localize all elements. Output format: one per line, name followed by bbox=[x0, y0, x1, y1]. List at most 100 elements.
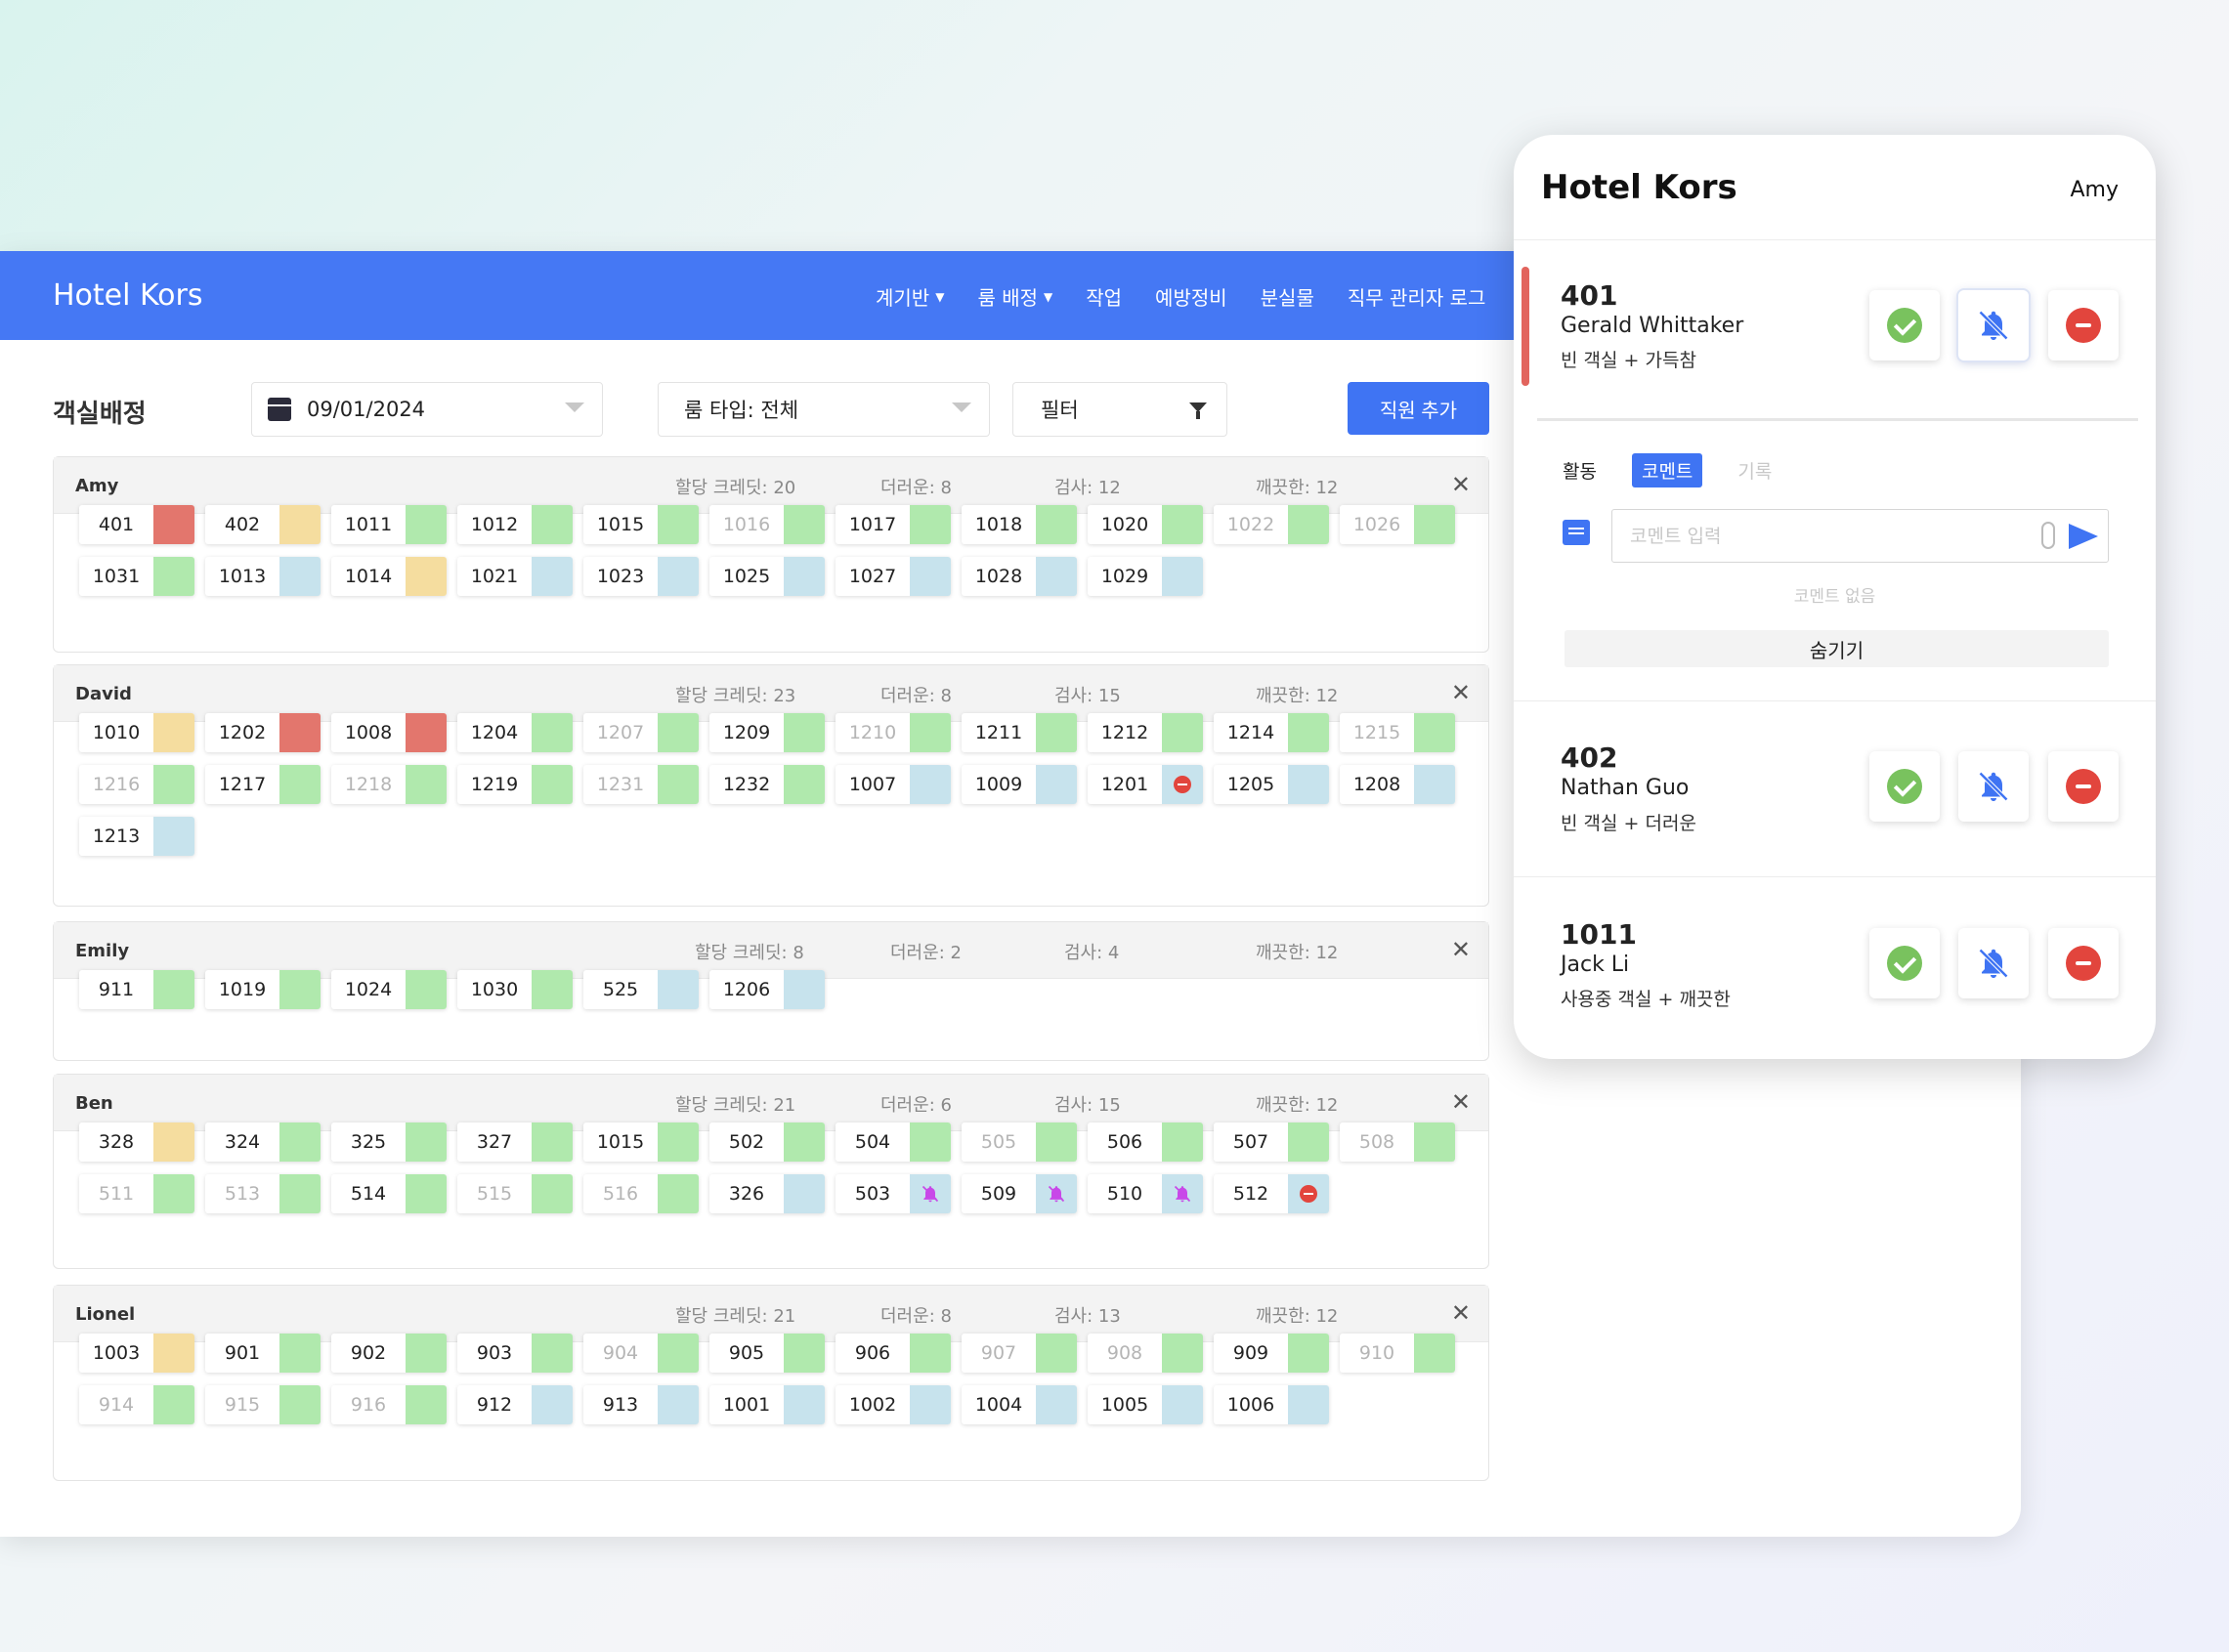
room-chip[interactable]: 1011 bbox=[331, 505, 447, 544]
room-chip[interactable]: 1013 bbox=[205, 557, 321, 596]
date-picker[interactable]: 09/01/2024 bbox=[251, 382, 603, 437]
room-chip[interactable]: 1022 bbox=[1214, 505, 1329, 544]
room-chip[interactable]: 1231 bbox=[583, 765, 699, 804]
add-staff-button[interactable]: 직원 추가 bbox=[1348, 382, 1489, 435]
room-chip[interactable]: 1007 bbox=[836, 765, 951, 804]
room-chip[interactable]: 1020 bbox=[1088, 505, 1203, 544]
brand-logo[interactable]: Hotel Kors bbox=[53, 278, 203, 313]
room-chip[interactable]: 1030 bbox=[457, 970, 573, 1009]
hide-comments-button[interactable]: 숨기기 bbox=[1565, 630, 2109, 667]
room-chip[interactable]: 1208 bbox=[1340, 765, 1455, 804]
room-chip[interactable]: 1004 bbox=[962, 1385, 1077, 1424]
filter-button[interactable]: 필터 bbox=[1012, 382, 1227, 437]
tab-comments[interactable]: 코멘트 bbox=[1631, 453, 1703, 487]
room-chip[interactable]: 914 bbox=[79, 1385, 194, 1424]
room-chip[interactable]: 402 bbox=[205, 505, 321, 544]
room-chip[interactable]: 1025 bbox=[709, 557, 825, 596]
room-chip[interactable]: 1218 bbox=[331, 765, 447, 804]
room-chip[interactable]: 514 bbox=[331, 1174, 447, 1213]
nav-item[interactable]: 예방정비 bbox=[1155, 282, 1227, 311]
room-chip[interactable]: 1216 bbox=[79, 765, 194, 804]
room-chip[interactable]: 513 bbox=[205, 1174, 321, 1213]
room-chip[interactable]: 916 bbox=[331, 1385, 447, 1424]
do-not-disturb-button[interactable] bbox=[2048, 751, 2119, 822]
close-icon[interactable]: ✕ bbox=[1450, 679, 1471, 706]
room-chip[interactable]: 511 bbox=[79, 1174, 194, 1213]
room-chip[interactable]: 1005 bbox=[1088, 1385, 1203, 1424]
room-chip[interactable]: 1001 bbox=[709, 1385, 825, 1424]
do-not-disturb-button[interactable] bbox=[2048, 290, 2119, 360]
room-chip[interactable]: 525 bbox=[583, 970, 699, 1009]
send-icon[interactable] bbox=[2069, 524, 2098, 549]
do-not-disturb-button[interactable] bbox=[2048, 928, 2119, 998]
room-chip[interactable]: 902 bbox=[331, 1334, 447, 1373]
room-chip[interactable]: 913 bbox=[583, 1385, 699, 1424]
room-chip[interactable]: 1010 bbox=[79, 713, 194, 752]
panel-user[interactable]: Amy bbox=[2070, 178, 2120, 202]
room-chip[interactable]: 1202 bbox=[205, 713, 321, 752]
room-chip[interactable]: 507 bbox=[1214, 1123, 1329, 1162]
room-chip[interactable]: 1012 bbox=[457, 505, 573, 544]
comment-input[interactable] bbox=[1611, 509, 2109, 563]
mute-notification-button[interactable] bbox=[1958, 928, 2029, 998]
room-chip[interactable]: 1205 bbox=[1214, 765, 1329, 804]
room-chip[interactable]: 1018 bbox=[962, 505, 1077, 544]
nav-item[interactable]: 분실물 bbox=[1261, 282, 1314, 311]
room-chip[interactable]: 327 bbox=[457, 1123, 573, 1162]
room-chip[interactable]: 324 bbox=[205, 1123, 321, 1162]
room-chip[interactable]: 1029 bbox=[1088, 557, 1203, 596]
close-icon[interactable]: ✕ bbox=[1450, 936, 1471, 963]
nav-item[interactable]: 룸 배정 ▼ bbox=[977, 282, 1052, 311]
room-chip[interactable]: 503 bbox=[836, 1174, 951, 1213]
room-chip[interactable]: 1207 bbox=[583, 713, 699, 752]
room-chip[interactable]: 908 bbox=[1088, 1334, 1203, 1373]
room-chip[interactable]: 915 bbox=[205, 1385, 321, 1424]
room-chip[interactable]: 1003 bbox=[79, 1334, 194, 1373]
room-chip[interactable]: 502 bbox=[709, 1123, 825, 1162]
room-chip[interactable]: 512 bbox=[1214, 1174, 1329, 1213]
room-chip[interactable]: 1219 bbox=[457, 765, 573, 804]
room-chip[interactable]: 906 bbox=[836, 1334, 951, 1373]
paperclip-icon[interactable] bbox=[2041, 522, 2055, 549]
room-chip[interactable]: 508 bbox=[1340, 1123, 1455, 1162]
room-chip[interactable]: 1214 bbox=[1214, 713, 1329, 752]
close-icon[interactable]: ✕ bbox=[1450, 471, 1471, 498]
room-chip[interactable]: 1027 bbox=[836, 557, 951, 596]
room-chip[interactable]: 1008 bbox=[331, 713, 447, 752]
nav-item[interactable]: 작업 bbox=[1086, 282, 1122, 311]
room-chip[interactable]: 903 bbox=[457, 1334, 573, 1373]
room-chip[interactable]: 1215 bbox=[1340, 713, 1455, 752]
room-chip[interactable]: 909 bbox=[1214, 1334, 1329, 1373]
room-chip[interactable]: 1002 bbox=[836, 1385, 951, 1424]
room-chip[interactable]: 505 bbox=[962, 1123, 1077, 1162]
room-chip[interactable]: 1026 bbox=[1340, 505, 1455, 544]
room-chip[interactable]: 506 bbox=[1088, 1123, 1203, 1162]
room-chip[interactable]: 1031 bbox=[79, 557, 194, 596]
room-chip[interactable]: 910 bbox=[1340, 1334, 1455, 1373]
room-chip[interactable]: 907 bbox=[962, 1334, 1077, 1373]
room-chip[interactable]: 1211 bbox=[962, 713, 1077, 752]
room-chip[interactable]: 1201 bbox=[1088, 765, 1203, 804]
room-type-select[interactable]: 룸 타입: 전체 bbox=[658, 382, 990, 437]
room-chip[interactable]: 904 bbox=[583, 1334, 699, 1373]
room-chip[interactable]: 1024 bbox=[331, 970, 447, 1009]
room-chip[interactable]: 504 bbox=[836, 1123, 951, 1162]
room-chip[interactable]: 905 bbox=[709, 1334, 825, 1373]
tab-history[interactable]: 기록 bbox=[1737, 461, 1773, 483]
close-icon[interactable]: ✕ bbox=[1450, 1299, 1471, 1327]
room-chip[interactable]: 1009 bbox=[962, 765, 1077, 804]
room-chip[interactable]: 325 bbox=[331, 1123, 447, 1162]
room-chip[interactable]: 1209 bbox=[709, 713, 825, 752]
room-chip[interactable]: 1014 bbox=[331, 557, 447, 596]
room-chip[interactable]: 515 bbox=[457, 1174, 573, 1213]
room-chip[interactable]: 1021 bbox=[457, 557, 573, 596]
mute-notification-button[interactable] bbox=[1958, 751, 2029, 822]
room-chip[interactable]: 1212 bbox=[1088, 713, 1203, 752]
room-chip[interactable]: 516 bbox=[583, 1174, 699, 1213]
close-icon[interactable]: ✕ bbox=[1450, 1088, 1471, 1116]
room-chip[interactable]: 912 bbox=[457, 1385, 573, 1424]
room-chip[interactable]: 1016 bbox=[709, 505, 825, 544]
room-chip[interactable]: 510 bbox=[1088, 1174, 1203, 1213]
room-chip[interactable]: 326 bbox=[709, 1174, 825, 1213]
room-chip[interactable]: 1019 bbox=[205, 970, 321, 1009]
